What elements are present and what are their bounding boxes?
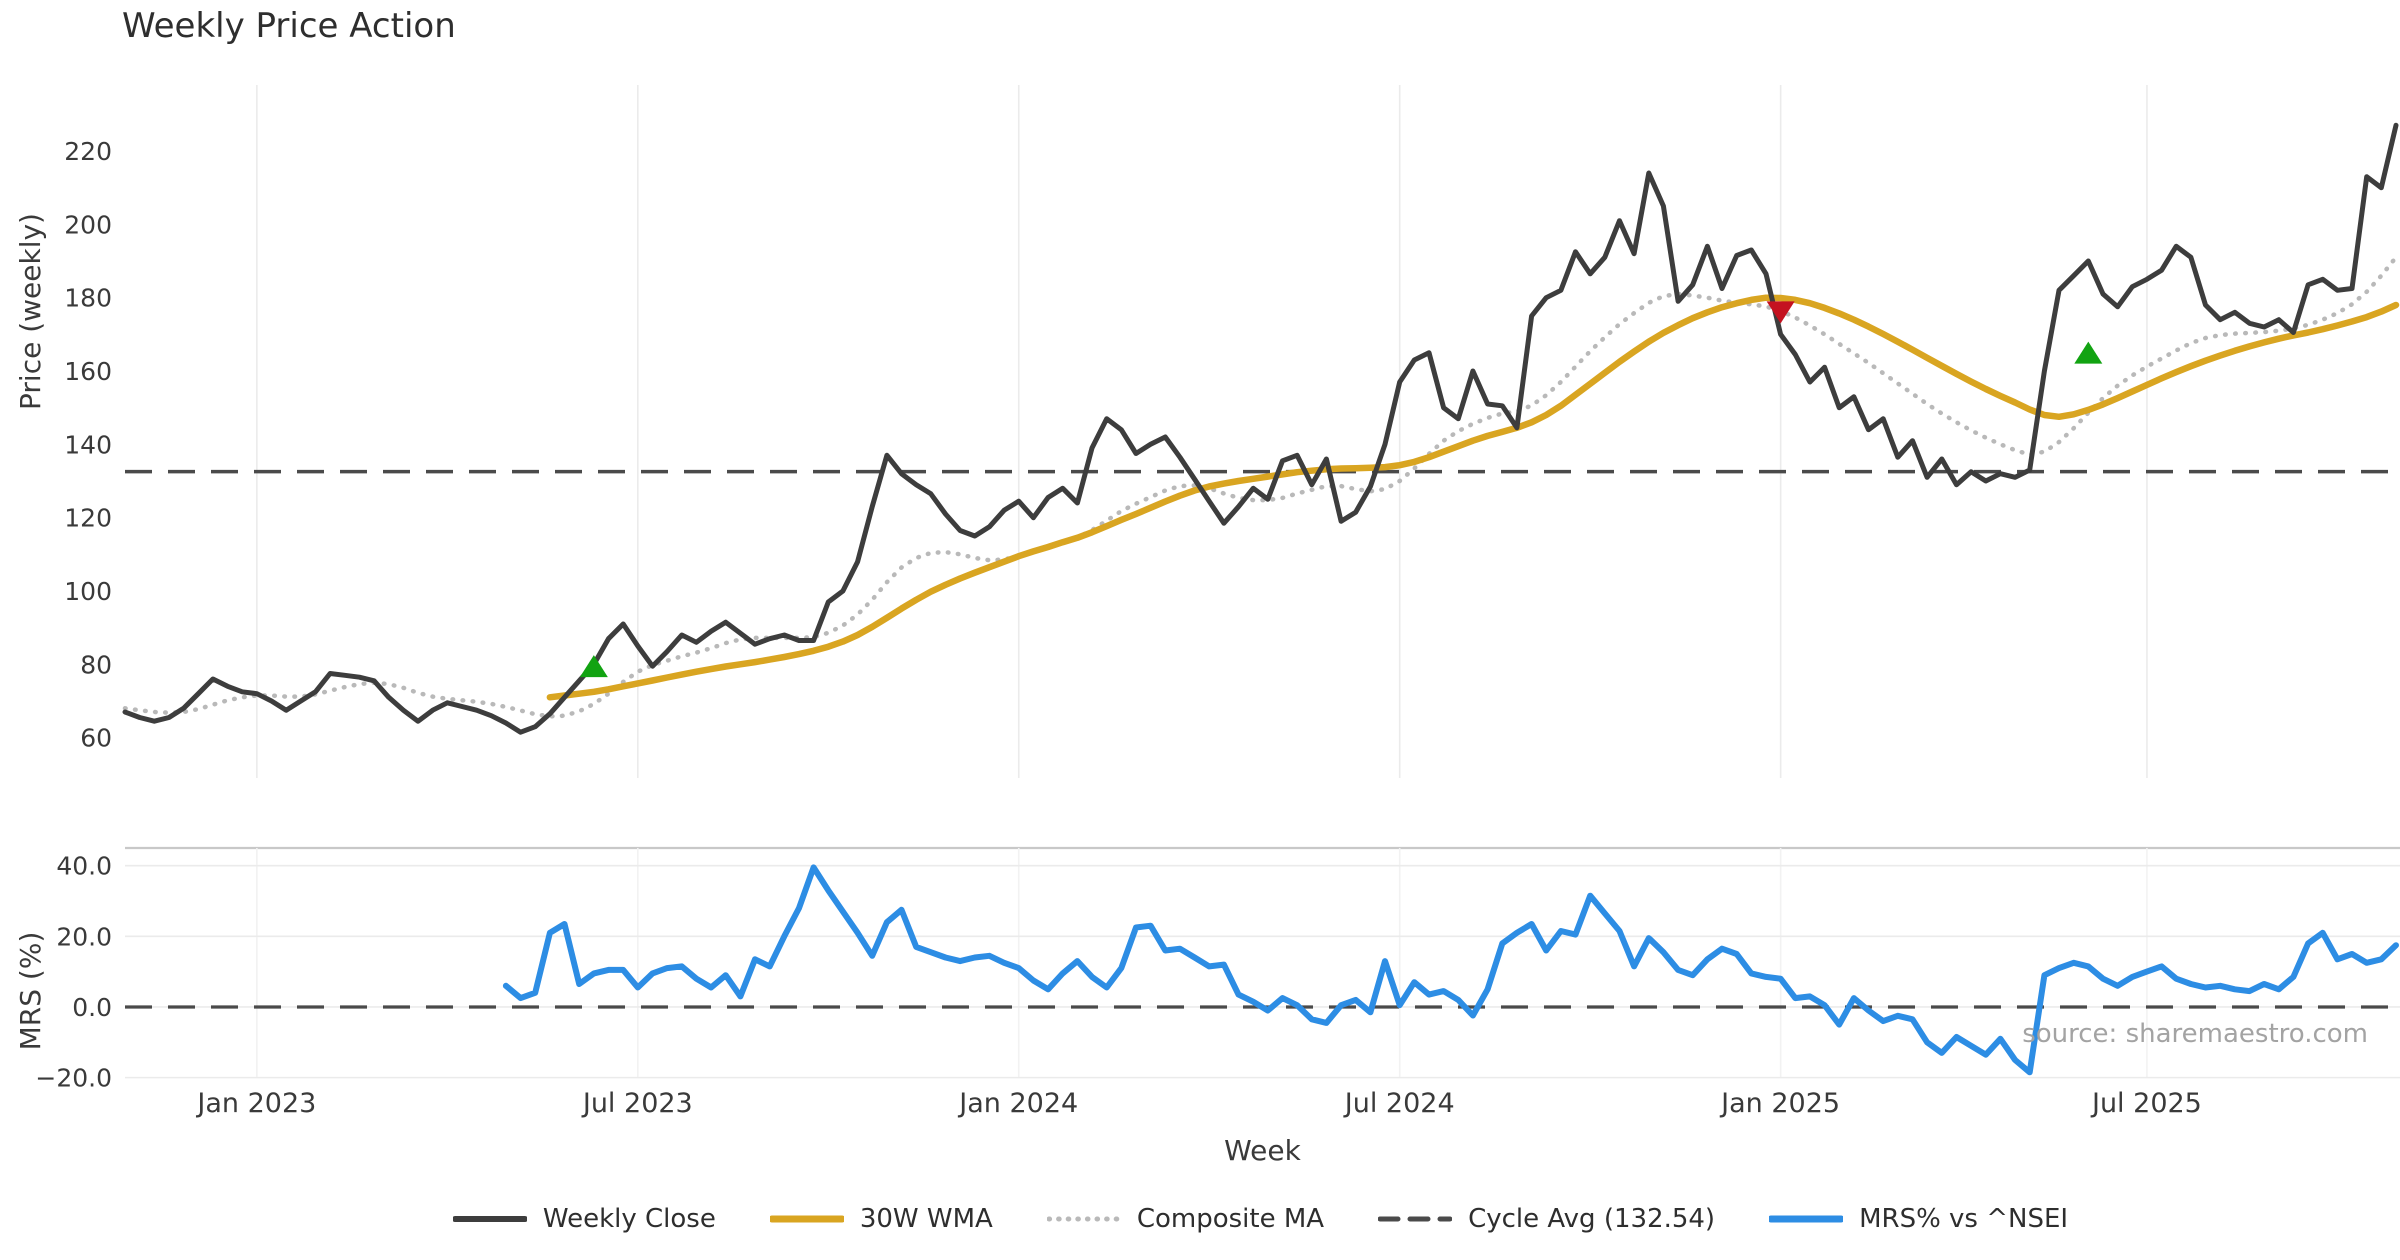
legend-swatch-solid (452, 1216, 527, 1222)
mrs-ytick-label: −20.0 (35, 1064, 112, 1093)
x-axis-label: Week (1224, 1134, 1301, 1167)
xtick-label: Jan 2025 (1719, 1088, 1840, 1119)
legend-label: 30W WMA (859, 1204, 993, 1234)
price-ytick-label: 220 (64, 137, 112, 166)
price-ytick-label: 160 (64, 357, 112, 386)
legend-swatch-dashed (1378, 1216, 1453, 1222)
price-ytick-label: 60 (80, 724, 112, 753)
triangle-up-marker (2074, 341, 2103, 364)
xtick-label: Jan 2024 (957, 1088, 1078, 1119)
legend-swatch-dotted (1046, 1216, 1121, 1222)
price-ytick-label: 100 (64, 577, 112, 606)
price-ytick-label: 140 (64, 430, 112, 459)
xtick-label: Jul 2023 (581, 1088, 693, 1119)
price-ytick-label: 180 (64, 284, 112, 313)
price-ytick-label: 200 (64, 210, 112, 239)
triangle-up-marker (579, 655, 608, 678)
legend-item: 30W WMA (769, 1204, 993, 1234)
xtick-label: Jan 2023 (195, 1088, 316, 1119)
legend-label: MRS% vs ^NSEI (1859, 1204, 2069, 1234)
legend-item: MRS% vs ^NSEI (1769, 1204, 2068, 1234)
legend-label: Composite MA (1136, 1204, 1325, 1234)
chart-legend: Weekly Close 30W WMA Composite MA Cycle Avg… (125, 1204, 2396, 1234)
legend-item: Cycle Avg (132.54) (1378, 1204, 1715, 1234)
mrs-line (502, 864, 2399, 1076)
wma-30w-line (546, 294, 2400, 701)
price-axis-label: Price (weekly) (14, 213, 47, 410)
mrs-ytick-label: 20.0 (56, 922, 112, 951)
source-watermark: source: sharemaestro.com (2022, 1019, 2368, 1049)
mrs-ytick-label: 0.0 (72, 993, 112, 1022)
legend-label: Weekly Close (542, 1204, 716, 1234)
legend-swatch-solid (1769, 1215, 1844, 1223)
legend-label: Cycle Avg (132.54) (1468, 1204, 1716, 1234)
xtick-label: Jul 2025 (2090, 1088, 2202, 1119)
triangle-down-marker (1766, 301, 1795, 324)
mrs-ytick-label: 40.0 (56, 852, 112, 881)
chart-title: Weekly Price Action (122, 6, 456, 46)
price-ytick-label: 80 (80, 650, 112, 679)
composite-ma-line (122, 255, 2399, 719)
legend-item: Weekly Close (452, 1204, 716, 1234)
price-ytick-label: 120 (64, 504, 112, 533)
mrs-axis-label: MRS (%) (14, 932, 47, 1051)
legend-swatch-solid (769, 1215, 844, 1223)
legend-item: Composite MA (1046, 1204, 1325, 1234)
weekly-close-line (122, 122, 2399, 735)
xtick-label: Jul 2024 (1343, 1088, 1455, 1119)
